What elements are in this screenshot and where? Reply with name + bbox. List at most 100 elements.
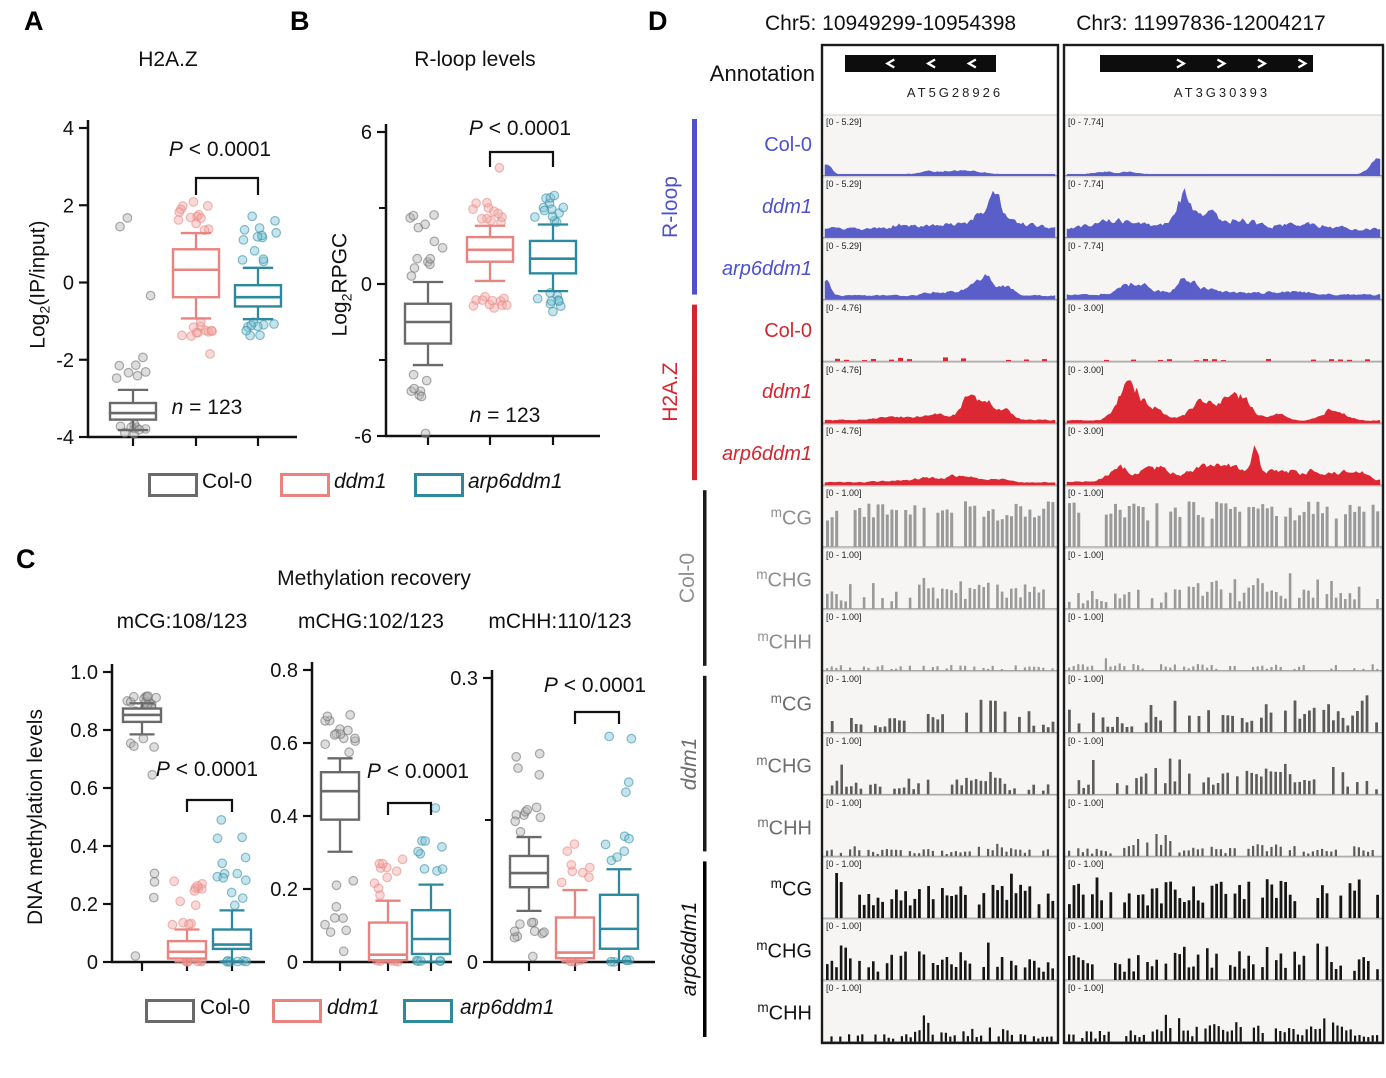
data-point bbox=[205, 349, 215, 359]
signal-bar bbox=[1247, 955, 1250, 980]
track-scale-label: [0 - 5.29] bbox=[826, 117, 862, 127]
signal-bar bbox=[1192, 966, 1195, 980]
data-point bbox=[421, 375, 432, 386]
track-scale-label: [0 - 1.00] bbox=[1068, 983, 1104, 994]
panel-b-label: B bbox=[290, 6, 310, 36]
signal-bar bbox=[945, 854, 948, 857]
signal-bar bbox=[1265, 508, 1269, 547]
signal-bar bbox=[1346, 786, 1349, 795]
signal-bar bbox=[1086, 963, 1089, 980]
signal-bar bbox=[1027, 711, 1031, 733]
signal-bar bbox=[1275, 844, 1278, 857]
panel-c-mchh-pvalue: P < 0.0001 bbox=[525, 674, 665, 698]
signal-bar bbox=[1000, 886, 1004, 919]
signal-bar bbox=[1210, 665, 1213, 671]
data-point bbox=[239, 224, 250, 235]
signal-bar bbox=[1245, 722, 1249, 733]
y-tick-label: 0.3 bbox=[450, 668, 478, 690]
signal-bar bbox=[913, 505, 917, 547]
data-point bbox=[515, 826, 526, 837]
signal-bar bbox=[1338, 359, 1343, 362]
panel-a-pvalue: P < 0.0001 bbox=[150, 138, 290, 162]
signal-bar bbox=[1154, 716, 1158, 733]
signal-bar bbox=[954, 851, 957, 857]
signal-bar bbox=[1349, 1029, 1352, 1042]
signal-bar bbox=[1186, 1030, 1189, 1042]
data-point bbox=[377, 858, 388, 869]
panel-c-label: C bbox=[16, 544, 36, 574]
signal-bar bbox=[950, 896, 953, 919]
signal-bar bbox=[1298, 781, 1301, 795]
data-point bbox=[409, 383, 420, 394]
track-scale-label: [0 - 1.00] bbox=[1068, 797, 1104, 808]
signal-bar bbox=[1081, 664, 1084, 671]
data-point bbox=[547, 211, 558, 222]
signal-bar bbox=[960, 785, 963, 795]
signal-bar bbox=[1114, 665, 1117, 671]
signal-bar bbox=[1316, 898, 1320, 919]
significance-bracket bbox=[573, 710, 621, 724]
signal-bar bbox=[1191, 1036, 1194, 1042]
signal-bar bbox=[1212, 784, 1215, 795]
signal-bar bbox=[1339, 965, 1342, 980]
data-point bbox=[173, 214, 184, 225]
signal-bar bbox=[912, 789, 915, 795]
signal-bar bbox=[998, 778, 1002, 795]
panel-c-ylabel: DNA methylation levels bbox=[24, 709, 47, 925]
signal-bar bbox=[1187, 586, 1191, 609]
signal-bar bbox=[1046, 962, 1050, 980]
signal-bar bbox=[1019, 884, 1022, 919]
signal-bar bbox=[1101, 717, 1105, 733]
signal-bar bbox=[1127, 592, 1131, 609]
data-point bbox=[624, 833, 634, 844]
signal-bar bbox=[1270, 846, 1273, 857]
signal-bar bbox=[1072, 666, 1075, 671]
signal-bar bbox=[871, 359, 876, 362]
signal-bar bbox=[1305, 1029, 1308, 1042]
track-label-CHH: mCHH bbox=[757, 1000, 812, 1025]
signal-bar bbox=[1027, 789, 1031, 795]
signal-bar bbox=[849, 958, 852, 980]
data-point bbox=[249, 245, 260, 256]
signal-bar bbox=[1351, 715, 1354, 733]
y-tick-label: 0.8 bbox=[270, 660, 298, 682]
signal-bar bbox=[1173, 781, 1177, 795]
signal-bar bbox=[962, 1031, 965, 1042]
signal-bar bbox=[1028, 591, 1031, 609]
signal-bar bbox=[945, 895, 949, 918]
signal-bar bbox=[876, 853, 879, 857]
signal-bar bbox=[966, 1036, 969, 1042]
p-value: < 0.0001 bbox=[182, 138, 272, 161]
signal-bar bbox=[1293, 951, 1296, 980]
signal-area bbox=[824, 274, 1056, 300]
signal-bar bbox=[1217, 1026, 1220, 1042]
data-point bbox=[348, 875, 359, 886]
track-bg bbox=[1065, 300, 1382, 363]
signal-bar bbox=[1033, 666, 1036, 671]
signal-bar bbox=[1239, 1027, 1242, 1042]
signal-bar bbox=[1160, 1031, 1163, 1042]
signal-bar bbox=[1362, 957, 1365, 980]
signal-bar bbox=[853, 846, 856, 857]
signal-bar bbox=[835, 510, 839, 547]
data-point bbox=[526, 917, 537, 928]
signal-bar bbox=[1094, 1038, 1097, 1042]
signal-bar bbox=[1169, 1028, 1172, 1042]
signal-bar bbox=[1123, 666, 1126, 671]
signal-bar bbox=[1347, 359, 1352, 362]
signal-bar bbox=[1311, 597, 1315, 609]
signal-bar bbox=[973, 666, 976, 671]
signal-bar bbox=[1284, 598, 1287, 609]
signal-bar bbox=[984, 781, 987, 795]
data-point bbox=[416, 391, 427, 402]
signal-bar bbox=[844, 601, 847, 609]
signal-bar bbox=[1201, 664, 1204, 671]
signal-bar bbox=[1307, 501, 1311, 547]
track-bg bbox=[823, 609, 1057, 672]
group-bar-H2A.Z bbox=[692, 304, 697, 481]
signal-bar bbox=[895, 510, 898, 547]
signal-bar bbox=[1293, 782, 1297, 795]
signal-bar bbox=[1091, 853, 1094, 857]
data-point bbox=[338, 913, 349, 923]
signal-bar bbox=[1334, 597, 1338, 609]
